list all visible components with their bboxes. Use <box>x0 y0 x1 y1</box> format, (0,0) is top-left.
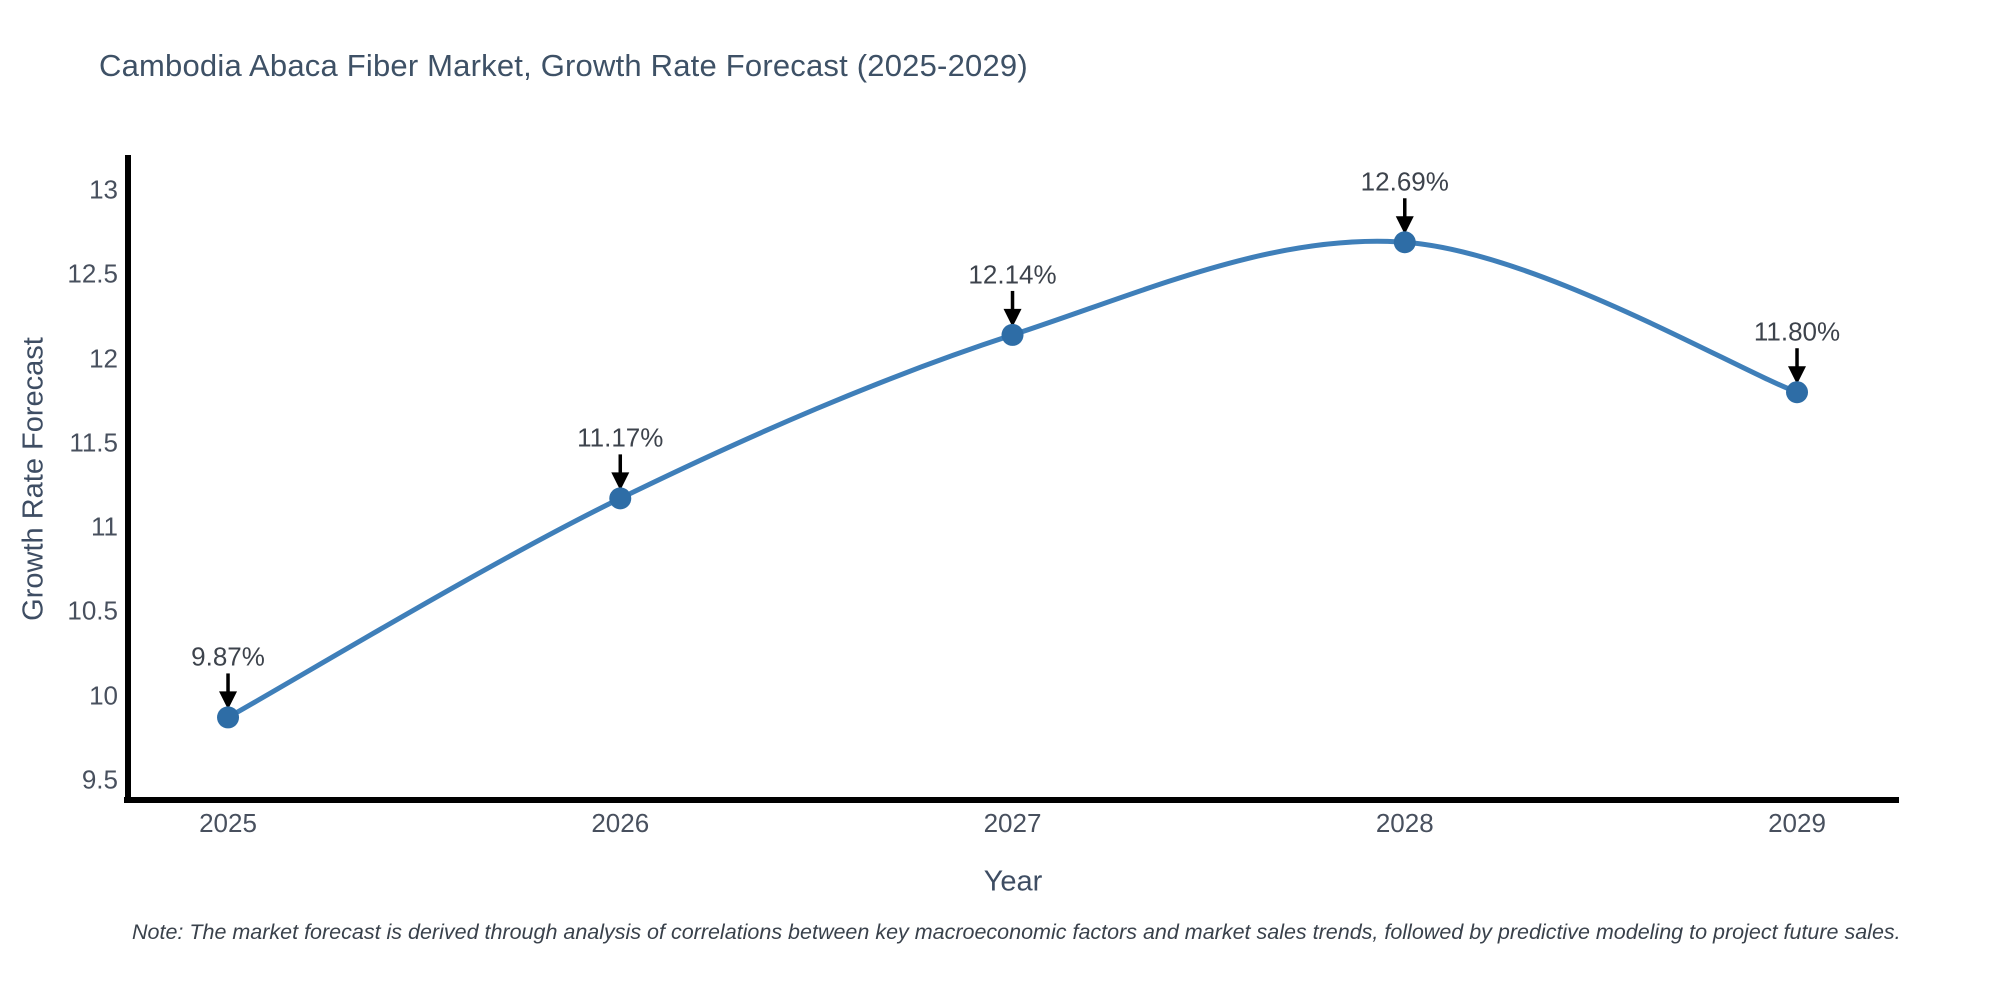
x-tick-label: 2025 <box>199 808 257 838</box>
data-point[interactable] <box>1393 231 1416 254</box>
data-point[interactable] <box>1001 323 1024 346</box>
point-annotation: 11.17% <box>577 422 664 453</box>
y-tick-label: 11.5 <box>69 427 118 458</box>
x-axis-title: Year <box>983 865 1043 898</box>
y-tick-label: 9.5 <box>81 764 118 795</box>
point-annotation: 12.14% <box>968 259 1057 290</box>
point-annotation: 12.69% <box>1360 166 1449 197</box>
x-tick-label: 2028 <box>1375 808 1434 838</box>
data-point[interactable] <box>1786 381 1809 404</box>
y-tick-label: 10.5 <box>67 595 118 626</box>
y-tick-label: 12 <box>89 343 118 374</box>
y-tick-label: 11 <box>91 511 118 542</box>
x-tick-label: 2027 <box>983 808 1042 838</box>
annotation-arrow-head <box>1395 216 1414 235</box>
point-annotation: 9.87% <box>191 641 265 672</box>
annotation-arrow-head <box>1003 308 1022 327</box>
data-point[interactable] <box>609 487 632 510</box>
x-tick-label: 2026 <box>591 808 650 838</box>
y-tick-label: 12.5 <box>67 258 118 289</box>
annotation-arrow-head <box>219 691 238 710</box>
data-point[interactable] <box>217 706 240 729</box>
x-tick-label: 2029 <box>1768 808 1826 838</box>
point-annotation: 11.80% <box>1753 316 1841 347</box>
annotation-arrow-head <box>611 472 630 491</box>
chart-title: Cambodia Abaca Fiber Market, Growth Rate… <box>99 48 1028 83</box>
chart-note: Note: The market forecast is derived thr… <box>132 920 1901 944</box>
annotation-arrow-head <box>1788 366 1807 385</box>
y-tick-label: 10 <box>89 680 118 711</box>
y-tick-label: 13 <box>89 174 118 205</box>
